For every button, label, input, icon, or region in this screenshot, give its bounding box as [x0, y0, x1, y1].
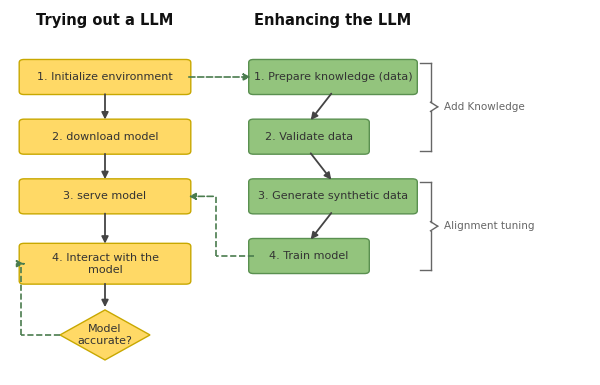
- Text: 1. Prepare knowledge (data): 1. Prepare knowledge (data): [254, 72, 412, 82]
- FancyBboxPatch shape: [249, 238, 369, 273]
- FancyBboxPatch shape: [19, 179, 191, 214]
- Text: Model
accurate?: Model accurate?: [77, 324, 133, 346]
- FancyBboxPatch shape: [249, 179, 418, 214]
- Text: 2. download model: 2. download model: [52, 132, 158, 142]
- FancyBboxPatch shape: [19, 60, 191, 94]
- Text: Enhancing the LLM: Enhancing the LLM: [254, 13, 412, 28]
- FancyBboxPatch shape: [19, 119, 191, 154]
- Text: 4. Interact with the
model: 4. Interact with the model: [52, 253, 158, 275]
- Text: 2. Validate data: 2. Validate data: [265, 132, 353, 142]
- Text: 4. Train model: 4. Train model: [269, 251, 349, 261]
- FancyBboxPatch shape: [19, 243, 191, 284]
- Text: 3. serve model: 3. serve model: [64, 191, 146, 201]
- Text: Add Knowledge: Add Knowledge: [444, 102, 524, 112]
- Text: Alignment tuning: Alignment tuning: [444, 221, 534, 231]
- FancyBboxPatch shape: [249, 60, 418, 94]
- FancyBboxPatch shape: [249, 119, 369, 154]
- Text: 3. Generate synthetic data: 3. Generate synthetic data: [258, 191, 408, 201]
- Polygon shape: [60, 310, 150, 360]
- Text: 1. Initialize environment: 1. Initialize environment: [37, 72, 173, 82]
- Text: Trying out a LLM: Trying out a LLM: [37, 13, 173, 28]
